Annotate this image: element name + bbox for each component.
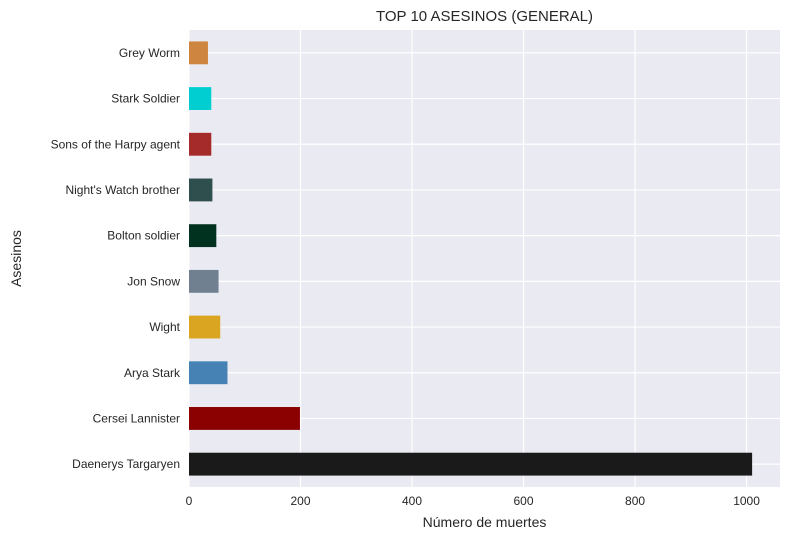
x-axis-label: Número de muertes [423,514,547,530]
x-tick-label: 800 [625,494,645,508]
y-tick-label: Cersei Lannister [93,411,180,425]
x-tick-labels: 0 200 400 600 800 1000 [186,494,761,508]
y-tick-label: Jon Snow [127,274,180,288]
bar [189,87,212,110]
y-tick-label: Daenerys Targaryen [72,457,180,471]
bar [189,452,753,476]
y-tick-label: Night's Watch brother [65,183,180,197]
y-tick-label: Sons of the Harpy agent [51,137,181,151]
x-tick-label: 400 [402,494,422,508]
x-tick-label: 0 [186,494,193,508]
y-tick-labels: Daenerys Targaryen Cersei Lannister Arya S… [51,46,181,471]
y-tick-label: Grey Worm [119,46,180,60]
bar [189,132,212,156]
bars [189,41,753,476]
x-tick-label: 200 [290,494,310,508]
bar [189,224,217,248]
bar [189,361,228,385]
y-tick-label: Arya Stark [124,366,181,380]
bar [189,315,221,339]
y-axis-label: Asesinos [8,230,24,287]
y-tick-label: Stark Soldier [111,92,180,106]
bar [189,178,213,202]
x-tick-label: 600 [514,494,534,508]
x-tick-label: 1000 [733,494,760,508]
bar [189,407,300,430]
y-tick-label: Wight [149,320,180,334]
y-tick-label: Bolton soldier [107,229,180,243]
chart-title: TOP 10 ASESINOS (GENERAL) [376,8,593,25]
bar [189,269,219,293]
bar [189,41,208,65]
